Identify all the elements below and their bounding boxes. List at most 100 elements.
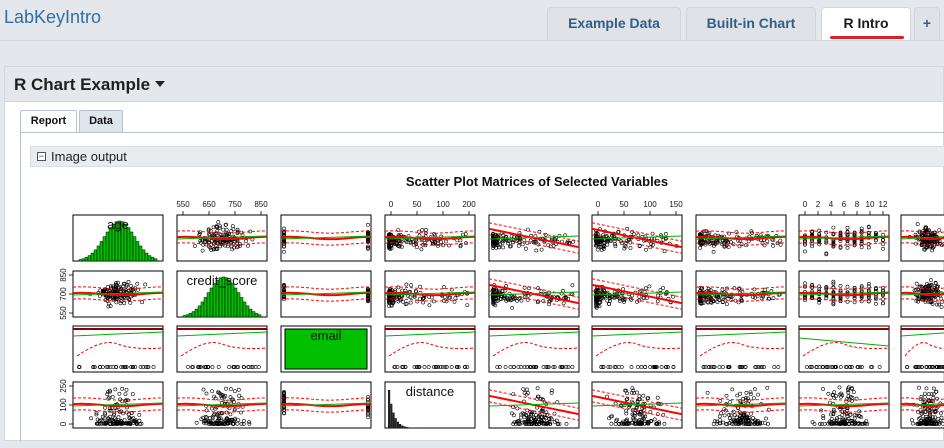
subtab-data[interactable]: Data (79, 110, 123, 132)
tab-built-in-chart[interactable]: Built-in Chart (686, 7, 816, 40)
top-axis-tick-label: 4 (829, 200, 834, 209)
matrix-panel-r2-c1 (177, 326, 267, 372)
histogram-bar (201, 302, 204, 317)
matrix-panel-r2-c3 (385, 326, 475, 372)
top-header: LabKeyIntro Example Data Built-in Chart … (0, 0, 944, 41)
top-axis-tick-label: 200 (462, 200, 476, 209)
matrix-panel-r2-c8 (901, 326, 944, 372)
section-label: Image output (51, 149, 127, 164)
image-output-header[interactable]: − Image output (30, 146, 944, 167)
top-axis-tick-label: 550 (176, 200, 190, 209)
top-axis-tick-label: 8 (855, 200, 860, 209)
matrix-panel-r1-c8 (901, 271, 944, 317)
histogram-bar (133, 237, 136, 261)
histogram-bar (100, 242, 103, 262)
chevron-down-icon[interactable] (155, 81, 165, 87)
histogram-bar (210, 288, 213, 317)
r-chart-webpart: R Chart Example Report Data − Image outp… (4, 66, 944, 441)
webpart-title[interactable]: R Chart Example (14, 75, 150, 95)
matrix-panel-r2-c5 (592, 326, 682, 372)
histogram-bar (231, 284, 234, 317)
histogram-bar (237, 293, 240, 317)
histogram-bar (207, 293, 210, 317)
matrix-panel-r2-c2: email (281, 326, 371, 372)
matrix-panel-r0-c5 (592, 215, 682, 261)
histogram-bar (154, 259, 157, 261)
matrix-panel-r3-c6 (696, 382, 786, 428)
histogram-bar (186, 315, 189, 317)
histogram-bar (127, 228, 130, 261)
top-axis-tick-label: 0 (389, 200, 394, 209)
top-axis-tick-label: 150 (669, 200, 683, 209)
webpart-header: R Chart Example (5, 67, 943, 102)
histogram-bar (85, 257, 88, 261)
matrix-panel-r3-c7 (799, 382, 889, 428)
report-panel: − Image output Scatter Plot Matrices of … (20, 132, 944, 442)
histogram-bar (392, 413, 394, 428)
active-tab-indicator (830, 36, 904, 39)
matrix-panel-r1-c2 (281, 271, 371, 317)
left-axis-tick-label: 100 (59, 398, 68, 412)
matrix-panel-r3-c4 (489, 382, 579, 428)
histogram-bar (395, 418, 397, 428)
histogram-bar (148, 256, 151, 261)
tab-example-data[interactable]: Example Data (547, 7, 681, 40)
collapse-icon[interactable]: − (37, 152, 46, 161)
matrix-panel-r1-c0 (73, 271, 163, 317)
variable-label-email: email (310, 328, 341, 343)
histogram-bar (195, 309, 198, 317)
matrix-panel-r0-c4 (489, 215, 579, 261)
variable-label-credit_score: credit_score (187, 273, 258, 288)
top-axis-tick-label: 850 (254, 200, 268, 209)
matrix-panel-r1-c1: credit_score (177, 271, 267, 317)
matrix-panel-r0-c7 (799, 215, 889, 261)
add-tab-button[interactable]: + (914, 7, 940, 40)
scatter-matrix-plot: Scatter Plot Matrices of Selected Variab… (21, 169, 944, 443)
chart-title: Scatter Plot Matrices of Selected Variab… (406, 174, 668, 189)
histogram-bar (399, 424, 401, 428)
histogram-bar (97, 246, 100, 261)
histogram-bar (139, 246, 142, 261)
histogram-bar (82, 259, 85, 261)
histogram-bar (103, 237, 106, 261)
matrix-panel-r3-c0 (73, 382, 163, 428)
histogram-bar (142, 250, 145, 261)
matrix-panel-r3-c8 (901, 382, 944, 428)
histogram-bar (106, 232, 109, 261)
histogram-bar (136, 242, 139, 262)
panel-frame (799, 326, 889, 372)
histogram-bar (240, 298, 243, 318)
top-axis-tick-label: 12 (879, 200, 888, 209)
matrix-panel-r0-c3 (385, 215, 475, 261)
matrix-panel-r2-c7 (799, 326, 889, 372)
matrix-panel-r0-c6 (696, 215, 786, 261)
top-axis-tick-label: 50 (620, 200, 629, 209)
histogram-bar (243, 302, 246, 317)
matrix-panel-r0-c0: age (73, 215, 163, 261)
histogram-bar (189, 313, 192, 317)
top-axis-tick-label: 10 (866, 200, 875, 209)
matrix-panel-r1-c6 (696, 271, 786, 317)
top-axis-tick-label: 0 (803, 200, 808, 209)
histogram-bar (79, 260, 82, 261)
subtab-report[interactable]: Report (20, 110, 77, 133)
app-title[interactable]: LabKeyIntro (4, 7, 101, 28)
matrix-panel-r2-c0 (73, 326, 163, 372)
histogram-bar (246, 306, 249, 317)
histogram-bar (406, 427, 408, 428)
matrix-panel-r3-c3: distance (385, 382, 475, 428)
top-axis-tick-label: 0 (596, 200, 601, 209)
histogram-bar (183, 316, 186, 317)
histogram-bar (403, 426, 405, 428)
matrix-panel-r0-c8 (901, 215, 944, 261)
histogram-bar (255, 313, 258, 317)
top-axis-tick-label: 2 (816, 200, 821, 209)
histogram-bar (401, 425, 403, 428)
histogram-bar (252, 312, 255, 317)
left-axis-tick-label: 250 (59, 379, 68, 393)
histogram-bar (249, 309, 252, 317)
matrix-panel-r3-c1 (177, 382, 267, 428)
histogram-bar (204, 298, 207, 318)
histogram-bar (258, 315, 261, 317)
top-axis-tick-label: 100 (643, 200, 657, 209)
